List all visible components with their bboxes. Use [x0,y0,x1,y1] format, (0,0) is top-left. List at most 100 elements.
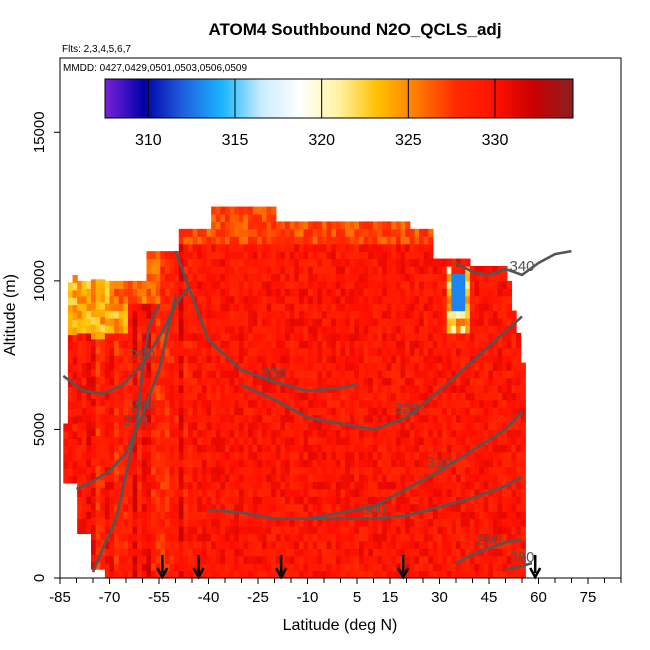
heatmap-cell [252,533,258,542]
heatmap-cell [349,399,355,408]
heatmap-cell [474,526,480,535]
heatmap-cell [280,377,286,386]
heatmap-cell [183,236,189,245]
heatmap-cell [238,340,245,349]
heatmap-cell [488,451,494,460]
heatmap-cell [377,355,383,364]
heatmap-cell [428,436,434,445]
heatmap-cell [285,518,291,527]
heatmap-cell [257,429,263,438]
heatmap-cell [164,273,171,282]
heatmap-cell [289,518,295,527]
heatmap-cell [322,474,328,483]
heatmap-cell [229,362,235,371]
heatmap-cell [127,288,134,297]
flight-arrow [275,555,288,580]
heatmap-cell [442,347,448,356]
heatmap-cell [460,370,466,379]
heatmap-cell [118,466,124,475]
heatmap-cell [331,459,337,468]
heatmap-cell [275,243,282,252]
heatmap-cell [197,436,203,445]
heatmap-cell [211,422,217,431]
heatmap-cell [266,258,272,267]
heatmap-cell [345,540,351,549]
heatmap-cell [178,555,185,564]
heatmap-cell [446,444,452,453]
heatmap-cell [197,399,203,408]
heatmap-cell [86,332,92,341]
heatmap-cell [391,466,397,475]
heatmap-cell [298,511,305,520]
heatmap-cell [303,370,309,379]
heatmap-cell [252,228,258,237]
heatmap-cell [400,258,406,267]
heatmap-cell [322,563,328,572]
heatmap-cell [386,414,392,423]
heatmap-cell [414,288,420,297]
heatmap-cell [372,481,379,490]
heatmap-cell [164,496,171,505]
heatmap-cell [160,392,166,401]
heatmap-cell [326,370,332,379]
heatmap-cell [192,496,198,505]
heatmap-cell [215,548,221,557]
heatmap-cell [266,496,272,505]
heatmap-cell [382,236,388,245]
heatmap-cell [229,206,235,215]
heatmap-cell [289,511,295,520]
heatmap-cell [160,451,166,460]
heatmap-cell [285,280,291,289]
heatmap-cell [109,392,115,401]
heatmap-cell [174,347,180,356]
heatmap-cell [414,377,420,386]
heatmap-cell [132,526,138,535]
heatmap-cell [331,429,337,438]
heatmap-cell [479,451,485,460]
heatmap-cell [229,496,235,505]
heatmap-cell [492,303,499,312]
contour-line [455,249,572,277]
heatmap-cell [215,503,221,512]
heatmap-cell [220,459,226,468]
heatmap-cell [151,422,157,431]
heatmap-cell [155,266,161,275]
heatmap-cell [225,466,231,475]
heatmap-cell [469,548,476,557]
heatmap-cell [474,563,480,572]
heatmap-cell [400,399,406,408]
heatmap-cell [137,355,143,364]
heatmap-cell [386,288,392,297]
heatmap-cell [289,340,295,349]
heatmap-cell [456,318,462,327]
heatmap-cell [151,407,157,416]
heatmap-cell [192,332,198,341]
heatmap-cell [469,451,476,460]
heatmap-cell [289,540,295,549]
heatmap-cell [446,288,452,297]
heatmap-cell [451,347,457,356]
heatmap-cell [109,347,115,356]
heatmap-cell [211,370,217,379]
heatmap-cell [432,570,439,578]
heatmap-cell [261,318,268,327]
heatmap-cell [169,570,175,578]
heatmap-cell [188,392,194,401]
heatmap-cell [188,355,194,364]
heatmap-cell [456,399,462,408]
heatmap-cell [261,511,268,520]
heatmap-cell [118,318,124,327]
heatmap-cell [266,273,272,282]
heatmap-cell [146,466,152,475]
heatmap-cell [409,318,416,327]
heatmap-cell [275,325,282,334]
heatmap-cell [349,511,355,520]
heatmap-cell [456,533,462,542]
heatmap-cell [151,466,157,475]
heatmap-cell [322,392,328,401]
heatmap-cell [104,295,111,304]
heatmap-cell [354,407,360,416]
heatmap-cell [132,563,138,572]
heatmap-cell [275,526,282,535]
heatmap-cell [451,303,457,312]
